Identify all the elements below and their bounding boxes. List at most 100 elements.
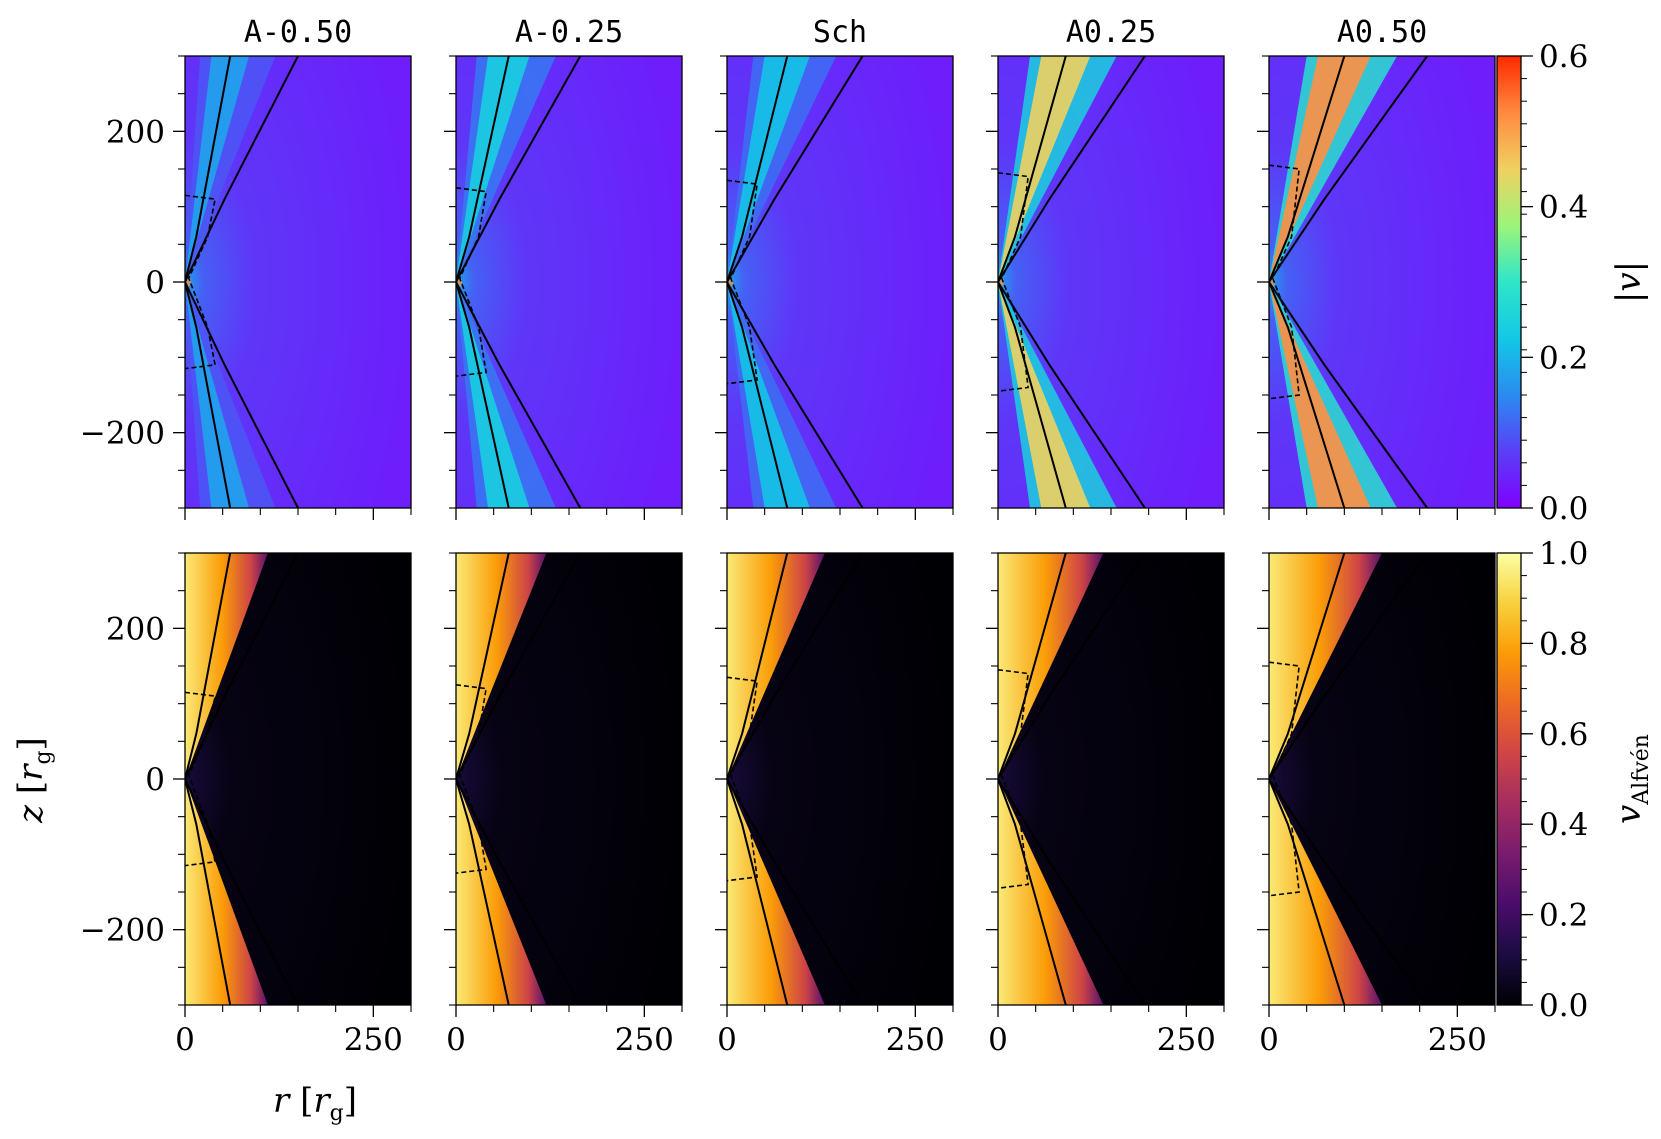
- colorbar-tick-label: 1.0: [1539, 536, 1588, 572]
- magnetized-funnel: [998, 779, 1104, 1005]
- contour-solid: [998, 56, 1067, 283]
- colorbar-tick-label: 0.8: [1539, 626, 1588, 662]
- colorbar-tick-label: 0.0: [1539, 491, 1588, 527]
- colorbar-tick-label: 0.2: [1539, 340, 1588, 376]
- x-tick-label: 0: [175, 1022, 195, 1058]
- jet-sheath: [727, 56, 837, 282]
- contour-dashed: [998, 171, 1030, 393]
- contour-solid: [727, 56, 864, 283]
- contour-solid: [998, 553, 1146, 780]
- panel-title: A-0.25: [515, 15, 623, 50]
- panel-title: A-0.50: [244, 15, 352, 50]
- y-tick-label: −200: [80, 416, 165, 452]
- jet-core: [1269, 56, 1371, 282]
- colorbar-gradient: [1496, 55, 1522, 509]
- magnetized-funnel: [185, 553, 268, 779]
- magnetized-funnel: [998, 553, 1104, 779]
- x-tick-label: 250: [344, 1022, 403, 1058]
- contour-solid: [727, 281, 789, 508]
- y-axis-label: z [rg]: [11, 737, 56, 824]
- panel-Sch-velocity: Sch: [715, 15, 954, 520]
- magnetized-funnel: [456, 553, 547, 779]
- magnetized-funnel: [185, 779, 268, 1005]
- contour-dashed: [998, 668, 1030, 890]
- contour-solid: [998, 56, 1146, 283]
- panel-title: Sch: [813, 15, 867, 50]
- magnetized-funnel: [1269, 779, 1382, 1005]
- jet-core: [727, 282, 810, 508]
- contour-dashed: [1269, 661, 1301, 897]
- jet-core: [456, 56, 530, 282]
- contour-solid: [456, 553, 510, 780]
- contour-solid: [456, 56, 510, 283]
- y-tick-label: 0: [145, 762, 165, 798]
- jet-core: [185, 282, 250, 508]
- contour-solid: [185, 553, 232, 780]
- contour-solid: [998, 778, 1067, 1005]
- y-tick-label: −200: [80, 913, 165, 949]
- panel-A0.25-alfven: 0 250: [986, 552, 1225, 1058]
- y-tick-label: 200: [106, 114, 165, 150]
- contour-solid: [185, 56, 232, 283]
- panel-A-0.25-alfven: 0 250: [444, 552, 683, 1058]
- contour-solid: [456, 281, 582, 508]
- jet-core: [456, 282, 530, 508]
- panel-A-0.50-velocity: A-0.50 200 0 −200: [80, 15, 412, 520]
- panel-title: A0.50: [1337, 15, 1427, 50]
- jet-sheath: [1269, 282, 1398, 508]
- x-tick-label: 250: [1157, 1022, 1216, 1058]
- contour-dashed: [456, 187, 488, 377]
- panels: A-0.50 200 0 −200 A-0.25 Sch A0.25 A0.50 200 0 −20…: [80, 15, 1496, 1058]
- contour-solid: [727, 778, 789, 1005]
- contour-solid: [998, 281, 1067, 508]
- contour-solid: [456, 778, 510, 1005]
- contour-solid: [456, 553, 582, 780]
- colorbar-label: vAlfvén: [1609, 734, 1654, 824]
- panel-Sch-alfven: 0 250: [715, 552, 954, 1058]
- contour-solid: [998, 778, 1146, 1005]
- y-tick-label: 200: [106, 611, 165, 647]
- contour-dashed: [727, 676, 759, 882]
- contour-solid: [727, 553, 864, 780]
- contour-solid: [456, 281, 510, 508]
- contour-solid: [998, 281, 1146, 508]
- contour-dashed: [1269, 164, 1301, 400]
- colorbar-tick-label: 0.4: [1539, 190, 1588, 226]
- contour-solid: [185, 778, 299, 1005]
- colorbars: 0.0 0.2 0.4 0.6 |v| 0.0 0.2 0.4 0.6 0.8 1.0 vAlfvén: [1496, 39, 1654, 1024]
- panel-A0.50-velocity: A0.50: [1257, 15, 1496, 520]
- x-tick-label: 0: [988, 1022, 1008, 1058]
- contour-solid: [185, 281, 232, 508]
- contour-solid: [998, 553, 1067, 780]
- jet-core: [1269, 282, 1371, 508]
- contour-solid: [1269, 56, 1346, 283]
- contour-solid: [1269, 56, 1429, 283]
- y-tick-label: 0: [145, 265, 165, 301]
- x-tick-label: 250: [615, 1022, 674, 1058]
- x-tick-label: 0: [446, 1022, 466, 1058]
- colorbar-label: |v|: [1609, 261, 1649, 303]
- x-tick-label: 0: [1259, 1022, 1279, 1058]
- panel-title: A0.25: [1066, 15, 1156, 50]
- magnetized-funnel: [456, 779, 547, 1005]
- colorbar-tick-label: 0.2: [1539, 898, 1588, 934]
- contour-solid: [456, 778, 582, 1005]
- contour-solid: [185, 56, 299, 283]
- jet-core: [998, 282, 1091, 508]
- contour-solid: [1269, 281, 1346, 508]
- panel-A-0.50-alfven: 200 0 −200 0 250: [80, 552, 412, 1058]
- x-tick-label: 250: [886, 1022, 945, 1058]
- colorbar-tick-label: 0.4: [1539, 807, 1588, 843]
- contour-solid: [727, 553, 789, 780]
- contour-solid: [185, 778, 232, 1005]
- jet-core: [727, 56, 810, 282]
- axis-labels: r [rg] z [rg]: [11, 737, 357, 1126]
- colorbar-alfven: 0.0 0.2 0.4 0.6 0.8 1.0 vAlfvén: [1496, 536, 1654, 1024]
- contour-solid: [1269, 553, 1429, 780]
- colorbar-velocity: 0.0 0.2 0.4 0.6 |v|: [1496, 39, 1649, 527]
- panel-A-0.25-velocity: A-0.25: [444, 15, 683, 520]
- colorbar-tick-label: 0.6: [1539, 717, 1588, 753]
- jet-sheath: [998, 282, 1117, 508]
- contour-solid: [727, 56, 789, 283]
